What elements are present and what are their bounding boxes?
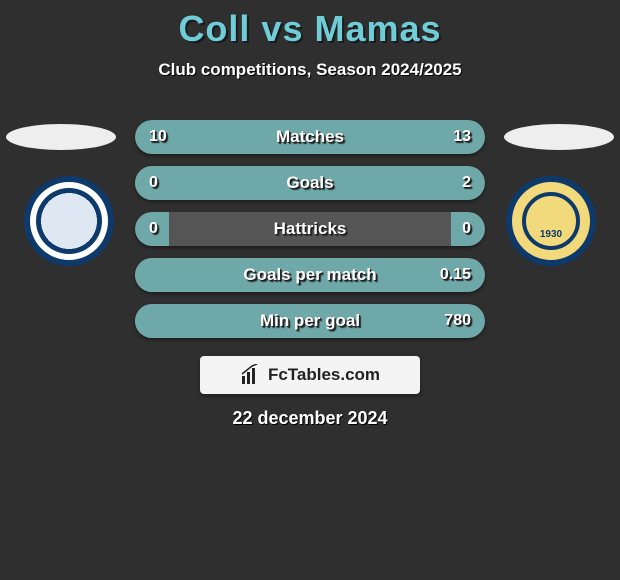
stat-value-right: 13 <box>439 120 485 154</box>
chart-icon <box>240 364 262 386</box>
stat-bar: Min per goal780 <box>135 304 485 338</box>
stats-bars: Matches1013Goals02Hattricks00Goals per m… <box>135 120 485 350</box>
club-badge-left <box>24 176 114 266</box>
stat-label: Hattricks <box>135 212 485 246</box>
stat-bar: Goals per match0.15 <box>135 258 485 292</box>
brand-box: FcTables.com <box>200 356 420 394</box>
stat-value-right: 780 <box>430 304 485 338</box>
stat-bar: Hattricks0 0 <box>135 212 485 246</box>
stat-value-left: 0 <box>135 212 172 246</box>
page-title: Coll vs Mamas <box>0 0 620 50</box>
subtitle: Club competitions, Season 2024/2025 <box>0 60 620 80</box>
stat-value-right: 2 <box>448 166 485 200</box>
stat-label: Goals <box>135 166 485 200</box>
stat-value-left: 10 <box>135 120 181 154</box>
brand-text: FcTables.com <box>268 365 380 385</box>
stat-label: Matches <box>135 120 485 154</box>
club-badge-right <box>506 176 596 266</box>
flag-left <box>6 124 116 150</box>
date-text: 22 december 2024 <box>0 408 620 429</box>
flag-right <box>504 124 614 150</box>
stat-bar: Goals0 2 <box>135 166 485 200</box>
stat-value-left <box>135 258 163 292</box>
stat-value-left: 0 <box>135 166 172 200</box>
stat-value-right: 0.15 <box>426 258 485 292</box>
stat-bar: Matches10 13 <box>135 120 485 154</box>
stat-value-left <box>135 304 163 338</box>
stat-value-right: 0 <box>448 212 485 246</box>
